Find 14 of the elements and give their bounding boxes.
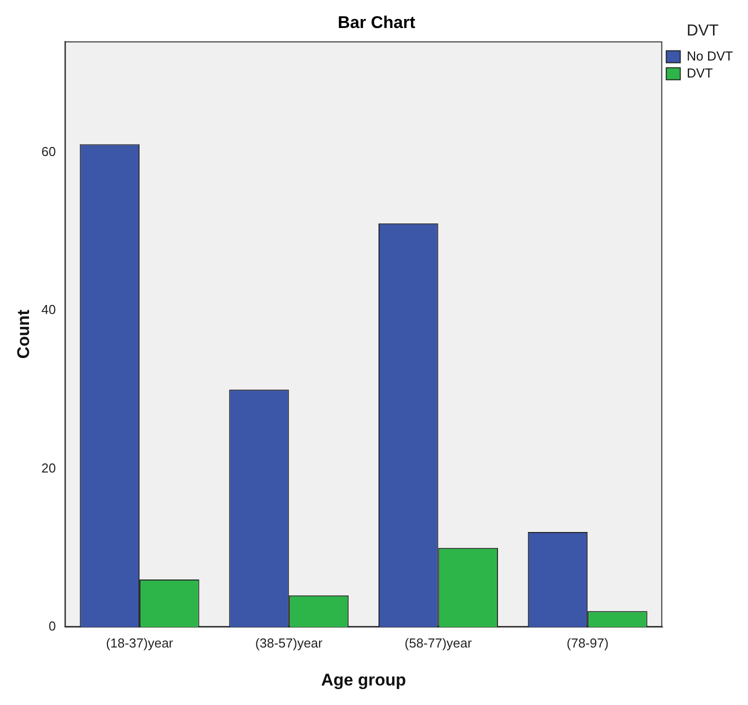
x-tick-label: (38-57)year bbox=[255, 635, 324, 650]
x-tick-label: (18-37)year bbox=[106, 635, 174, 650]
chart-title: Bar Chart bbox=[338, 12, 416, 32]
y-tick-label: 40 bbox=[41, 302, 56, 318]
legend-label: No DVT bbox=[686, 48, 734, 64]
legend-label: DVT bbox=[686, 65, 713, 80]
y-axis-title: Count bbox=[14, 309, 33, 359]
x-tick-label: (78-97) bbox=[566, 635, 609, 650]
y-tick-label: 60 bbox=[41, 144, 56, 159]
x-tick-label: (58-77)year bbox=[404, 635, 473, 650]
y-tick-label: 0 bbox=[48, 618, 56, 634]
legend-title: DVT bbox=[686, 22, 719, 40]
x-axis-title: Age group bbox=[321, 670, 406, 690]
y-tick-label: 20 bbox=[41, 460, 56, 476]
